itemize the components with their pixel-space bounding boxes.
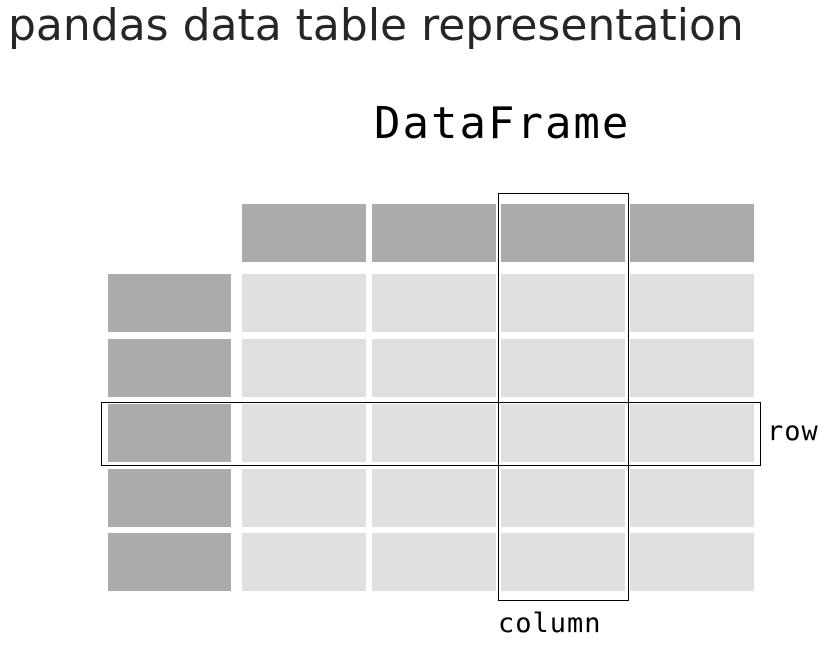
data-cell xyxy=(372,274,496,332)
data-cell xyxy=(372,404,496,462)
data-cell xyxy=(501,469,625,527)
row-index-cell xyxy=(108,533,231,591)
data-cell xyxy=(630,404,754,462)
data-cell xyxy=(372,469,496,527)
row-label: row xyxy=(767,416,819,447)
data-cell xyxy=(630,469,754,527)
data-cell xyxy=(242,404,366,462)
data-cell xyxy=(630,274,754,332)
column-header-cell xyxy=(242,204,366,262)
data-cell xyxy=(372,339,496,397)
data-cell xyxy=(630,339,754,397)
row-index-cell xyxy=(108,339,231,397)
data-cell xyxy=(630,533,754,591)
data-cell xyxy=(372,533,496,591)
page-heading: pandas data table representation xyxy=(8,0,744,51)
data-cell xyxy=(242,469,366,527)
data-cell xyxy=(242,533,366,591)
data-cell xyxy=(501,274,625,332)
data-cell xyxy=(242,339,366,397)
data-cell xyxy=(501,339,625,397)
row-index-cell xyxy=(108,274,231,332)
column-header-cell xyxy=(630,204,754,262)
row-index-cell xyxy=(108,469,231,527)
data-cell xyxy=(501,404,625,462)
column-header-cell xyxy=(372,204,496,262)
row-index-cell xyxy=(108,404,231,462)
data-cell xyxy=(501,533,625,591)
column-label: column xyxy=(498,608,602,639)
dataframe-title: DataFrame xyxy=(374,98,631,149)
data-cell xyxy=(242,274,366,332)
column-header-cell xyxy=(501,204,625,262)
